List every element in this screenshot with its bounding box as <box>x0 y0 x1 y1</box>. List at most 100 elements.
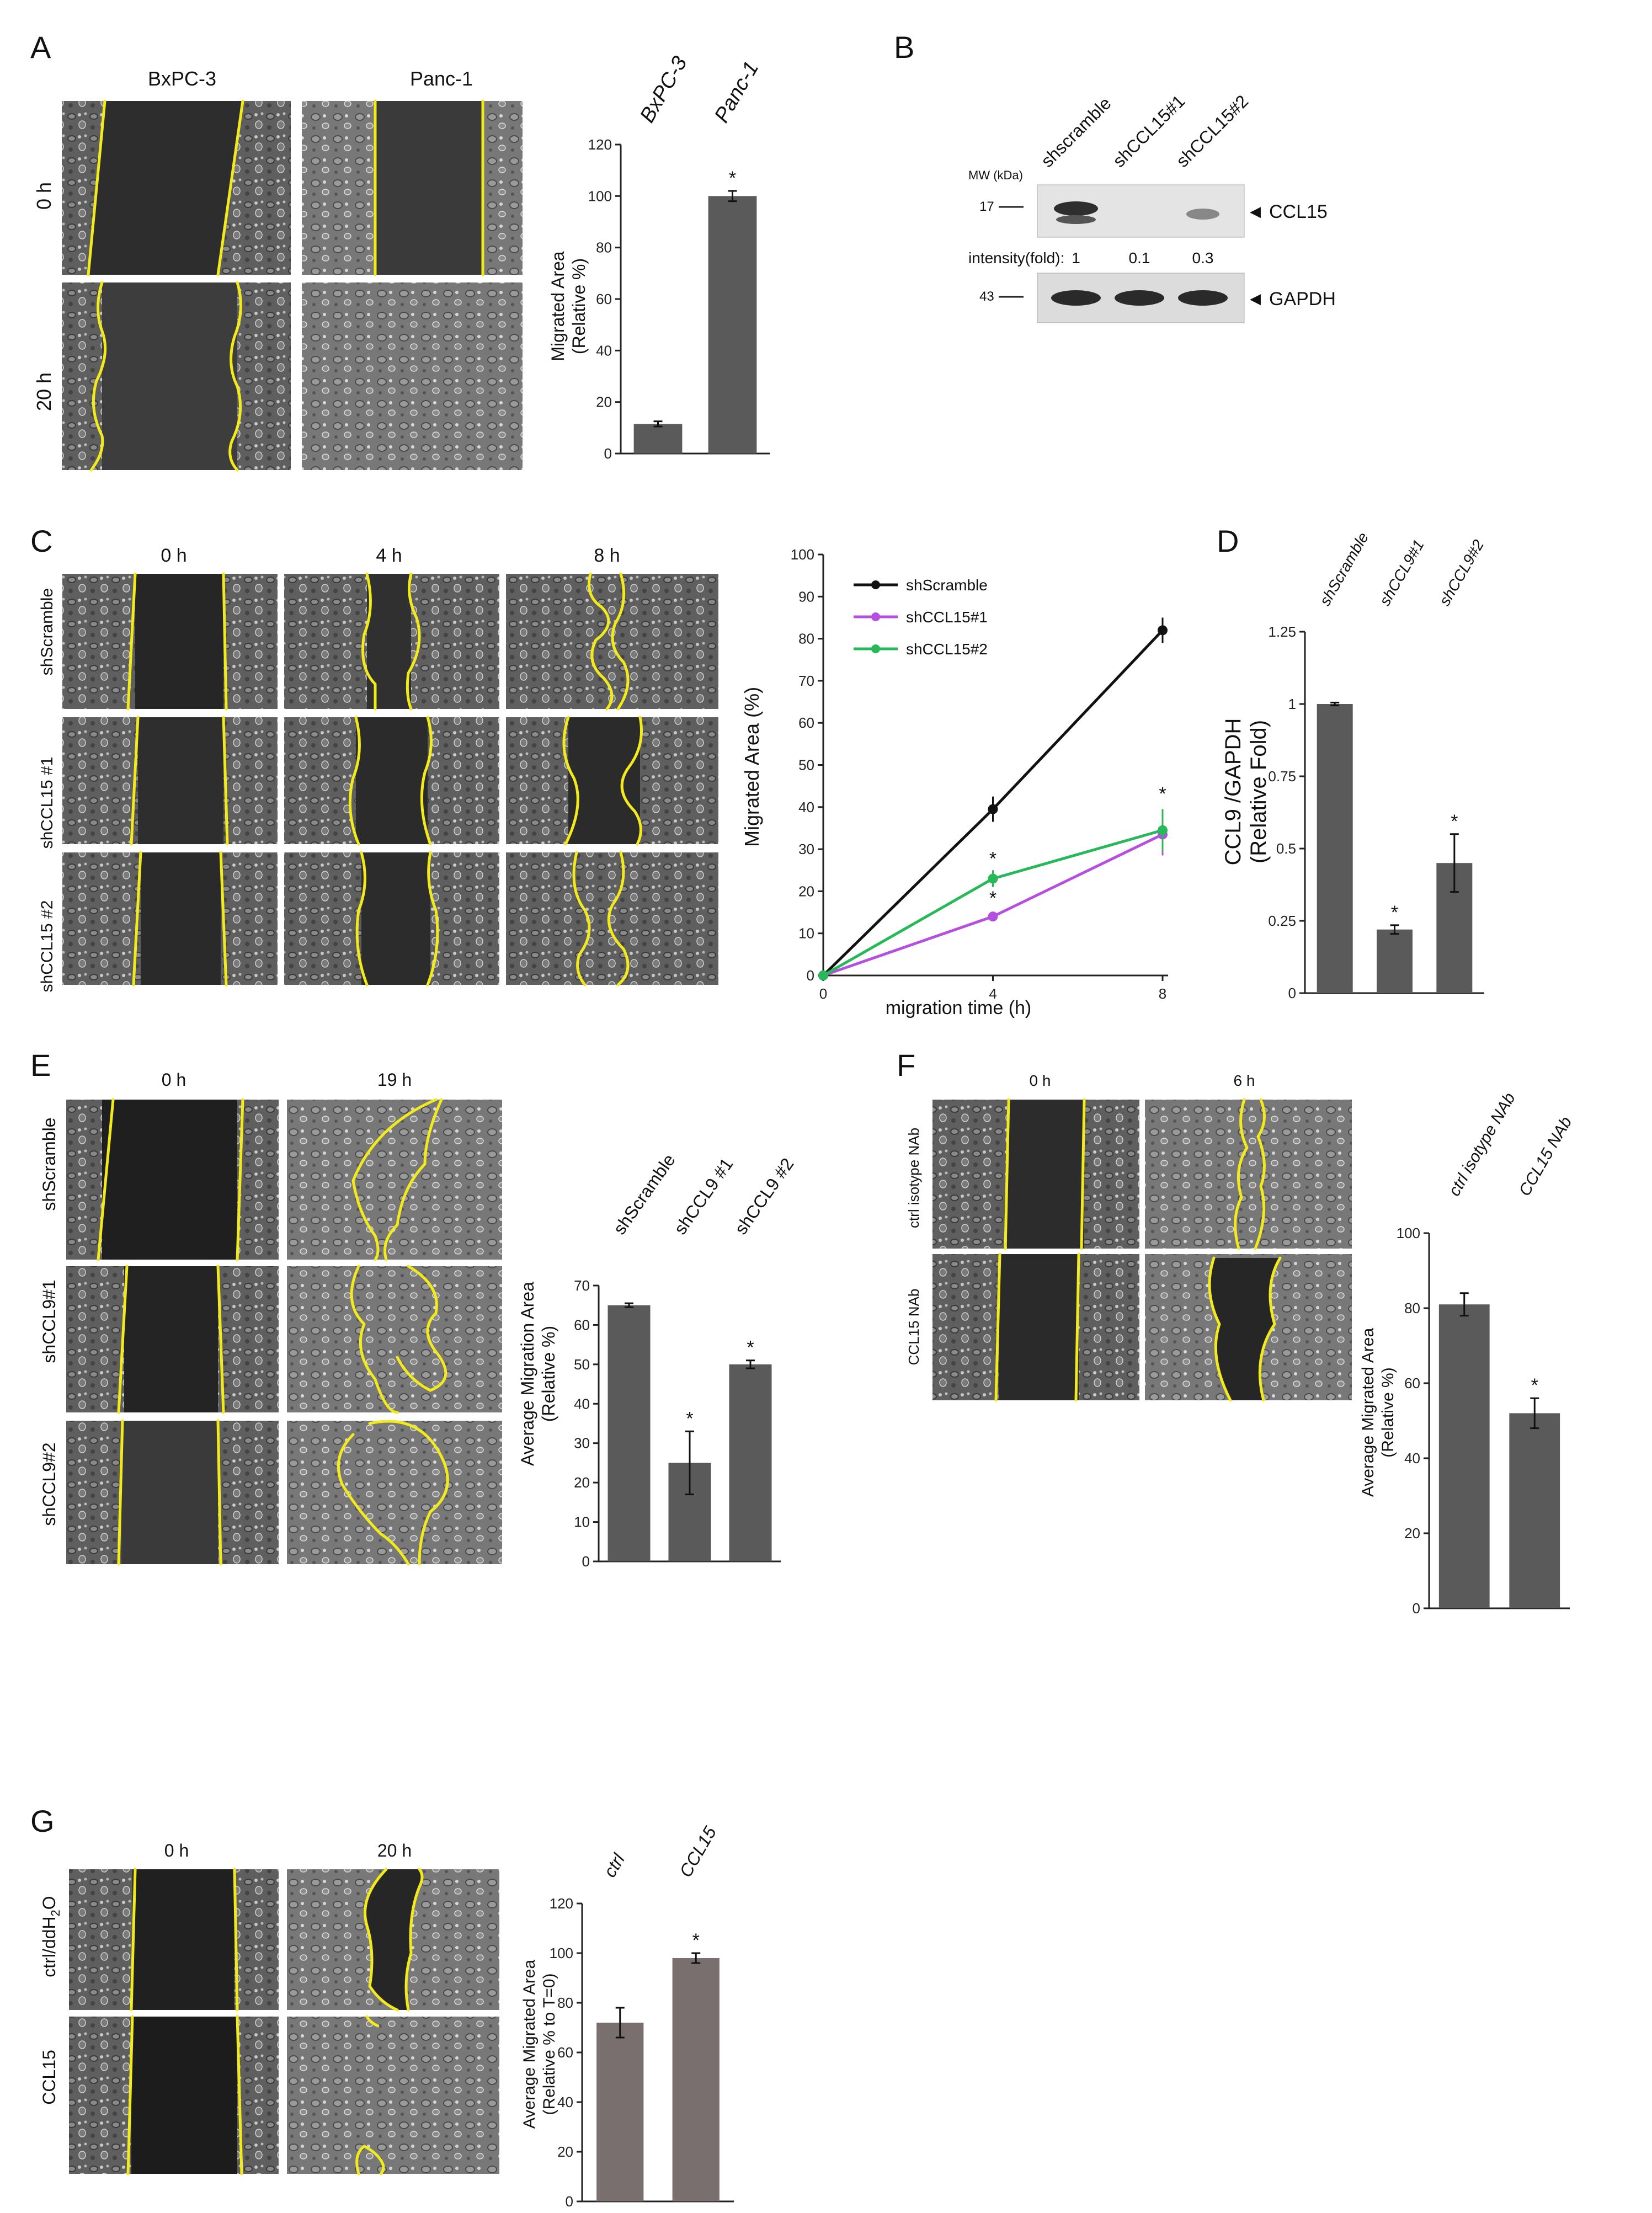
y-tick-label: 0.5 <box>1276 840 1296 857</box>
chart-e: Average Migration Area(Relative %) 0 10 20… <box>518 1150 798 1570</box>
panel-g-micrographs: 0 h 20 h ctrl/ddH2O CCL15 <box>39 1841 499 2175</box>
y-tick-label: 20 <box>798 883 814 899</box>
micrograph <box>287 2017 499 2174</box>
bar <box>672 1958 720 2201</box>
category-label: shScramble <box>609 1150 679 1238</box>
y-tick-label: 0 <box>604 445 612 462</box>
y-tick-label: 80 <box>798 631 814 647</box>
x-tick-label: 8 <box>1159 985 1166 1002</box>
y-axis-label: Migrated Area(Relative %) <box>548 251 589 361</box>
panel-g-row-label: CCL15 <box>39 2050 59 2105</box>
panel-f-col-label: 6 h <box>1234 1072 1255 1089</box>
y-tick-label: 20 <box>596 394 612 410</box>
panel-c-row-label: shCCL15 #2 <box>38 900 56 993</box>
chart-c: Migrated Area (%) migration time (h) 0 10… <box>740 546 1168 1018</box>
intensity-value: 1 <box>1072 249 1080 266</box>
y-tick-label: 0 <box>807 967 814 984</box>
lane-label: shscramble <box>1037 93 1115 171</box>
category-label: shCCL9#2 <box>1436 537 1487 609</box>
data-point <box>818 970 828 980</box>
category-label: ctrl isotype NAb <box>1445 1090 1519 1199</box>
micrograph <box>287 1421 502 1564</box>
panel-g-row-label: ctrl/ddH2O <box>39 1896 62 1977</box>
legend-marker <box>871 580 880 589</box>
y-tick-label: 80 <box>557 1995 573 2011</box>
y-tick-label: 100 <box>588 188 612 204</box>
y-tick-label: 20 <box>1404 1525 1420 1542</box>
category-label: ctrl <box>600 1850 629 1881</box>
category-label: CCL15 <box>675 1823 720 1880</box>
panel-c-col-label: 8 h <box>594 545 620 566</box>
category-label: shCCL9#1 <box>1376 537 1427 609</box>
y-tick-label: 30 <box>798 841 814 857</box>
y-tick-label: 100 <box>550 1945 573 1961</box>
legend-label: shScramble <box>906 577 988 594</box>
intensity-value: 0.1 <box>1129 249 1150 266</box>
y-tick-label: 40 <box>596 342 612 359</box>
intensity-value: 0.3 <box>1192 249 1214 266</box>
y-axis-label: Average Migrated Area (Relative %) <box>1359 1328 1397 1497</box>
legend-marker <box>871 612 880 621</box>
data-point <box>988 911 998 922</box>
y-tick-label: 1 <box>1288 696 1296 712</box>
category-label: shCCL9 #2 <box>731 1154 797 1238</box>
y-tick-label: 10 <box>574 1514 590 1531</box>
x-tick-label: 4 <box>989 985 996 1002</box>
y-tick-label: 70 <box>798 673 814 689</box>
panel-f-micrographs: 0 h 6 h ctrl isotype NAb CCL15 NAb <box>905 1072 1352 1402</box>
panel-f-row-label: CCL15 NAb <box>905 1289 922 1366</box>
y-tick-label: 1.25 <box>1268 623 1296 640</box>
chart-f: Average Migrated Area (Relative %) 0 20 40 6… <box>1359 1090 1575 1617</box>
band-label-ccl15: CCL15 <box>1269 201 1328 222</box>
y-tick-label: 100 <box>1397 1225 1420 1241</box>
intensity-label: intensity(fold): <box>968 249 1064 266</box>
chart-a: Migrated Area(Relative %) 0 20 40 60 80 100 12… <box>548 52 770 462</box>
x-axis-label: migration time (h) <box>886 998 1032 1018</box>
y-tick-label: 20 <box>574 1474 590 1491</box>
panel-letter-d: D <box>1217 524 1239 558</box>
panel-c-col-label: 4 h <box>376 545 402 566</box>
bar <box>708 196 757 454</box>
data-point <box>1158 825 1168 835</box>
bar <box>607 1305 651 1561</box>
significance-marker: * <box>1451 811 1458 832</box>
legend-label: shCCL15#2 <box>906 641 988 658</box>
y-tick-label: 0 <box>566 2193 573 2210</box>
data-point <box>1158 625 1168 636</box>
y-tick-label: 80 <box>596 239 612 256</box>
micrograph <box>506 852 718 985</box>
x-tick-label: 0 <box>819 985 827 1002</box>
arrow-glyph: ◀ <box>1250 290 1261 307</box>
mw-43: 43 <box>979 289 994 304</box>
y-tick-label: 0 <box>1288 985 1296 1001</box>
panel-a-col-label: Panc-1 <box>410 67 473 90</box>
panel-f-col-label: 0 h <box>1030 1072 1051 1089</box>
category-label: shCCL9 #1 <box>670 1154 737 1238</box>
panel-e-micrographs: 0 h 19 h shScramble shCCL9#1 shCCL9#2 <box>39 1070 502 1566</box>
panel-e-row-label: shScramble <box>39 1118 59 1211</box>
arrow-glyph: ◀ <box>1250 203 1261 220</box>
y-axis-label: CCL9 /GAPDH(Relative Fold) <box>1221 718 1271 866</box>
bar <box>633 424 683 454</box>
bar <box>1509 1413 1560 1608</box>
panel-c-micrographs: 0 h 4 h 8 h shScramble shCCL15 #1 shCCL1… <box>38 545 718 992</box>
y-tick-label: 120 <box>550 1895 573 1912</box>
panel-e-row-label: shCCL9#1 <box>39 1279 59 1363</box>
panel-c-col-label: 0 h <box>161 545 186 566</box>
y-tick-label: 0 <box>1413 1600 1420 1617</box>
micrograph <box>287 1266 502 1412</box>
panel-e-row-label: shCCL9#2 <box>39 1442 59 1526</box>
y-axis-label: Migrated Area (%) <box>740 687 763 847</box>
y-tick-label: 40 <box>574 1395 590 1412</box>
legend-label: shCCL15#1 <box>906 609 988 626</box>
y-tick-label: 60 <box>574 1316 590 1333</box>
y-tick-label: 120 <box>588 136 612 153</box>
chart-g: Average Migrated Area (Relative % to T=0)… <box>520 1823 734 2210</box>
micrograph <box>1145 1100 1352 1249</box>
significance-marker: * <box>989 888 996 909</box>
significance-marker: * <box>692 1930 700 1951</box>
data-point <box>988 873 998 884</box>
y-tick-label: 60 <box>596 291 612 307</box>
y-tick-label: 10 <box>798 925 814 942</box>
panel-g-col-label: 0 h <box>164 1841 189 1860</box>
